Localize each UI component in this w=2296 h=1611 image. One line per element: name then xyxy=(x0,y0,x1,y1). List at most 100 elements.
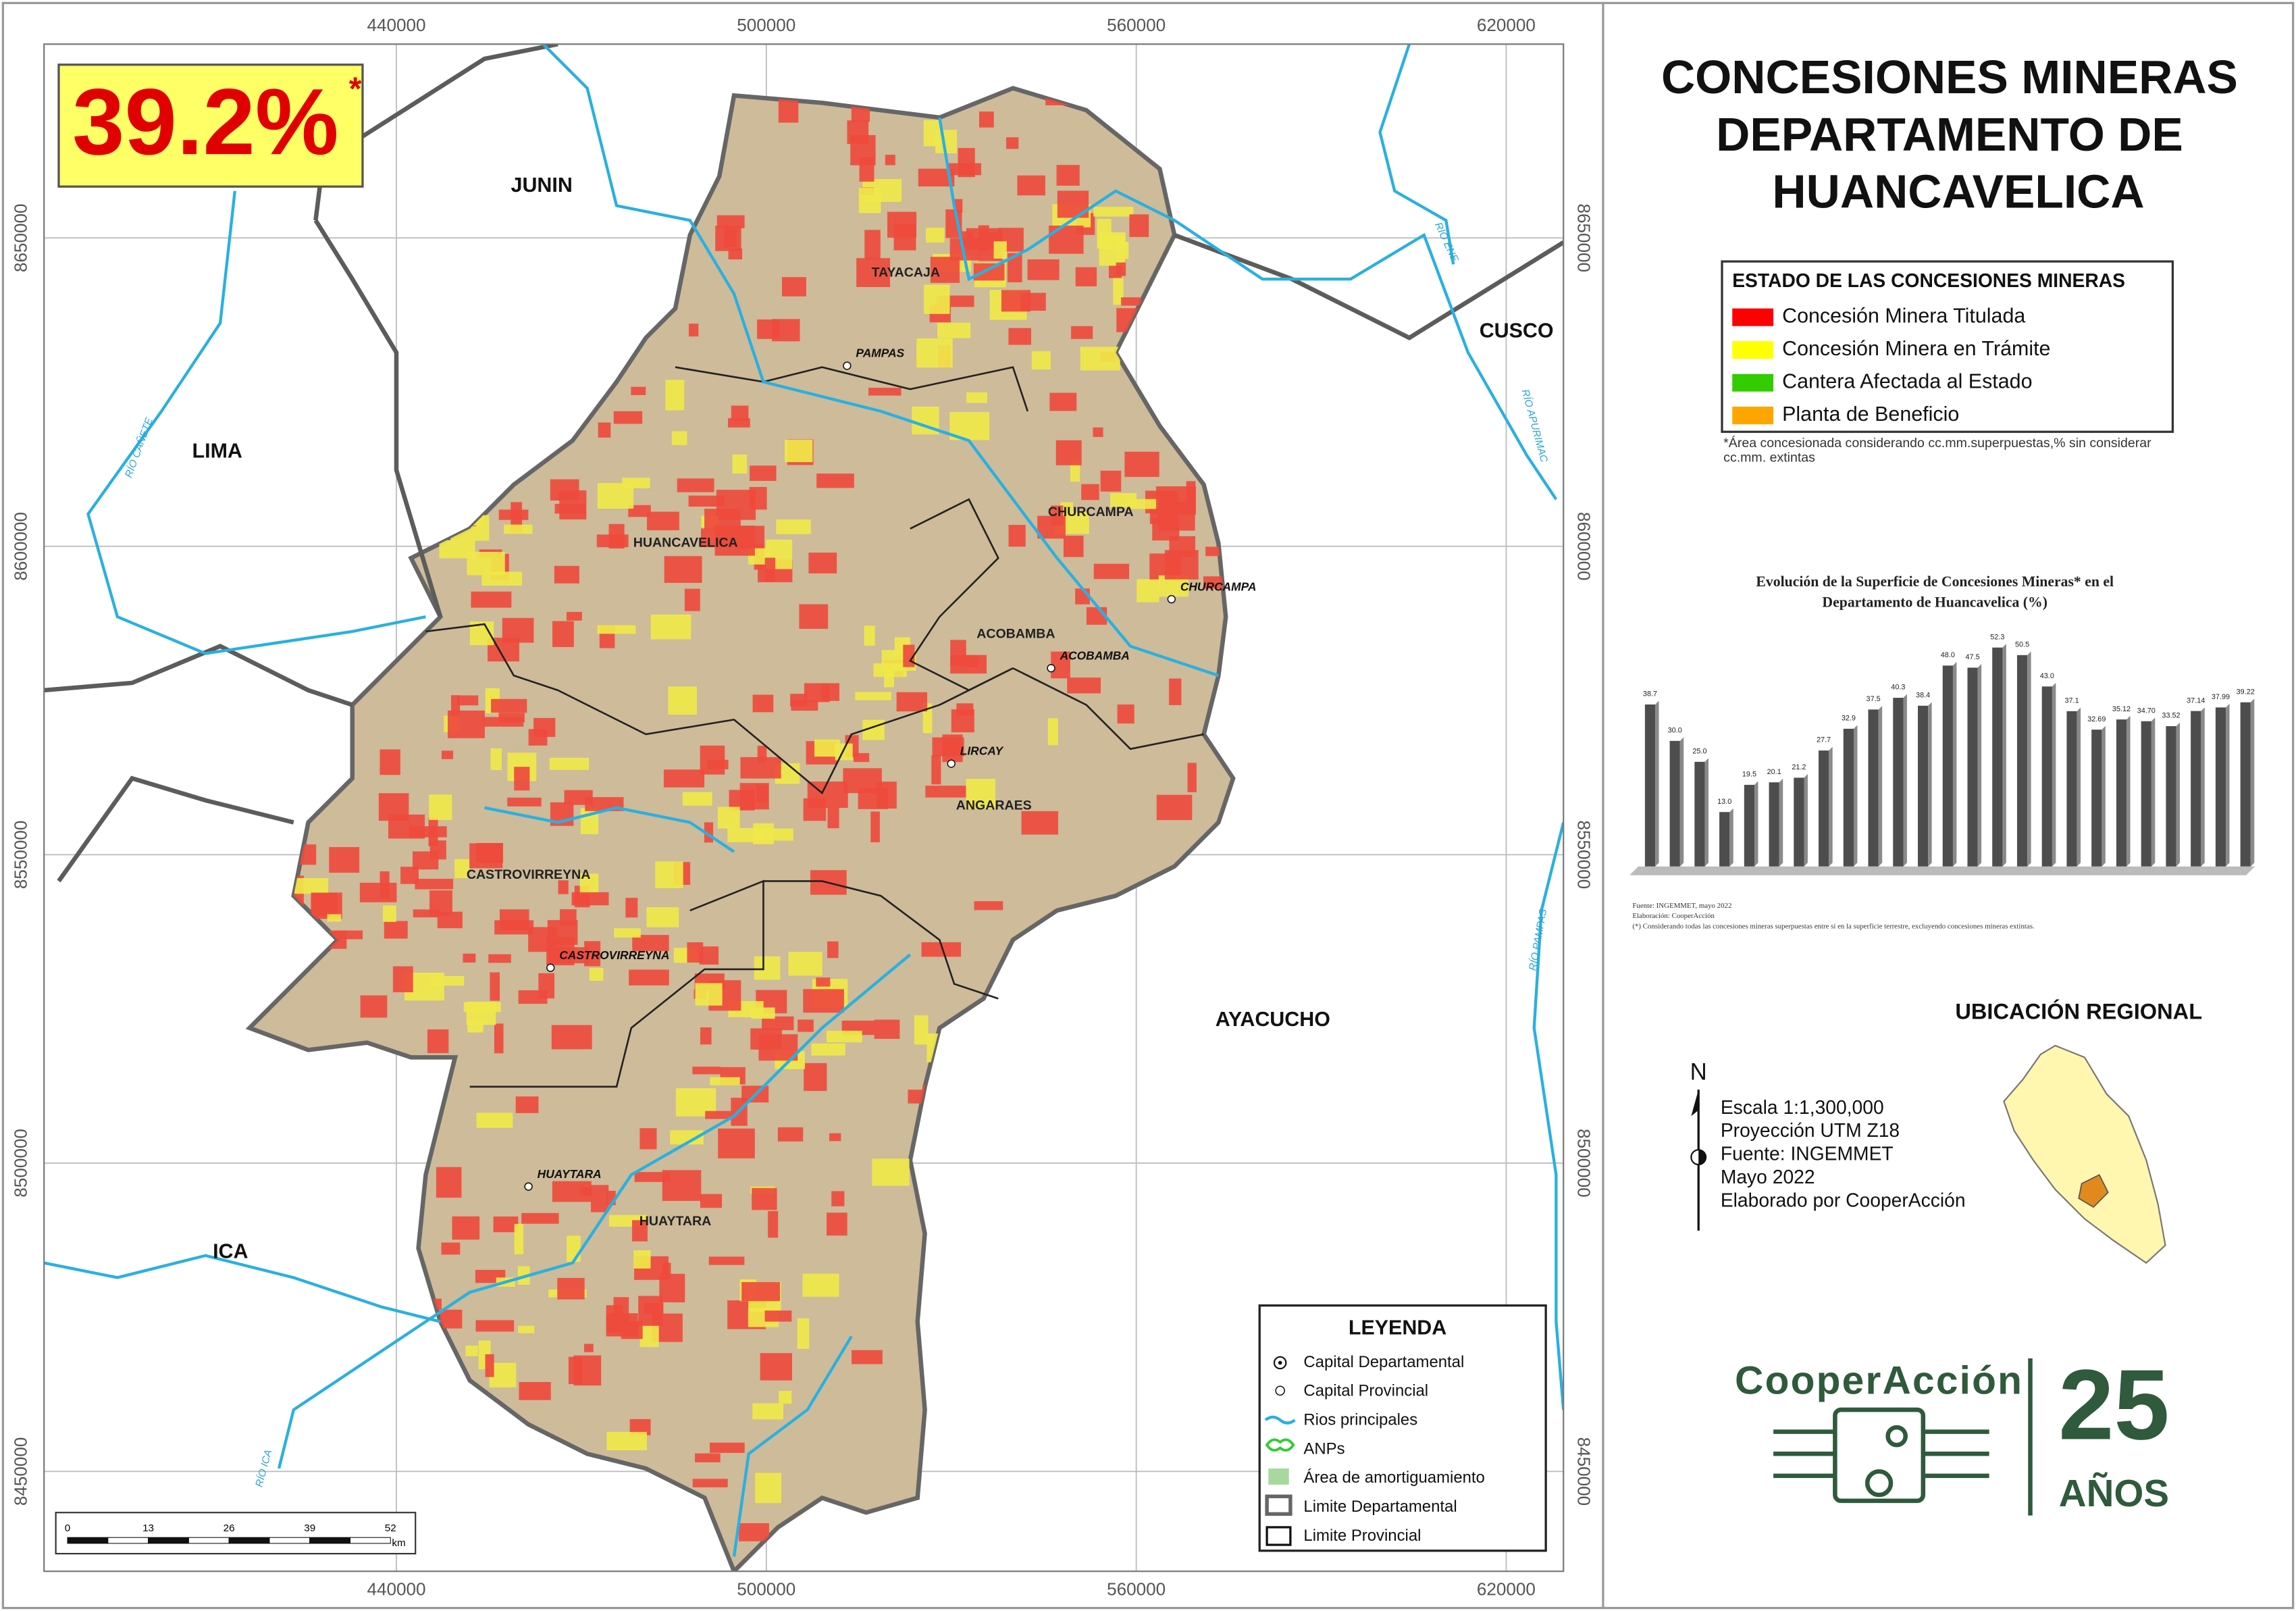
bar-value-label: 37.5 xyxy=(1867,695,1881,703)
concession-patch xyxy=(1007,253,1022,282)
capital-marker xyxy=(843,361,852,370)
map-legend-title: LEYENDA xyxy=(1349,1316,1446,1339)
region-label: AYACUCHO xyxy=(1216,1008,1330,1031)
concession-patch xyxy=(334,930,363,940)
scale-segment xyxy=(269,1537,311,1544)
concession-patch xyxy=(476,1113,513,1128)
y-tick-label: 8550000 xyxy=(10,821,30,890)
bar-value-label: 37.99 xyxy=(2212,693,2230,701)
capital-label: CHURCAMPA xyxy=(1180,580,1257,593)
concession-patch xyxy=(700,1027,712,1045)
concession-patch xyxy=(567,1235,581,1262)
concession-patch xyxy=(441,1242,461,1255)
concession-patch xyxy=(554,503,586,514)
y-tick-label: 8500000 xyxy=(1574,1129,1594,1198)
province-boundary xyxy=(763,880,999,1000)
concession-patch xyxy=(872,1158,910,1186)
concession-patch xyxy=(413,909,440,918)
concession-patch xyxy=(764,557,776,582)
concession-patch xyxy=(802,1273,839,1297)
logo-years-label: AÑOS xyxy=(2059,1472,2169,1514)
chart-source: Fuente: INGEMMET, mayo 2022 xyxy=(1632,902,1731,910)
bar-value-label: 48.0 xyxy=(1941,651,1955,659)
bar-value-label: 34.70 xyxy=(2137,707,2156,715)
concession-patch xyxy=(803,798,827,821)
concession-patch xyxy=(580,1187,592,1196)
concession-patch xyxy=(378,793,409,821)
concession-patch xyxy=(758,1034,798,1061)
bar-side xyxy=(2176,722,2181,867)
y-tick-label: 8600000 xyxy=(10,512,30,581)
regional-boundaries xyxy=(44,44,1564,883)
concession-patch xyxy=(827,941,839,958)
north-arrow xyxy=(1690,1090,1707,1231)
bar-side xyxy=(2127,715,2131,867)
river xyxy=(484,806,735,853)
province-boundary xyxy=(425,623,1014,795)
concession-patch xyxy=(847,120,869,145)
percentage-badge xyxy=(57,63,364,188)
concession-patch xyxy=(625,898,638,918)
concession-patch xyxy=(858,187,881,213)
north-arrow-head xyxy=(1691,1090,1699,1117)
bar-side xyxy=(1779,778,1783,867)
symbol-dept-limit xyxy=(1265,1494,1293,1516)
concession-patch xyxy=(973,263,1005,281)
legend-swatch xyxy=(1732,374,1774,392)
concession-patch xyxy=(966,779,996,809)
concession-patch xyxy=(1051,651,1070,679)
bar xyxy=(1893,698,1904,867)
river xyxy=(277,953,912,1469)
bar-value-label: 35.12 xyxy=(2112,705,2131,713)
concession-patch xyxy=(498,509,529,520)
concession-patch xyxy=(550,479,579,501)
concession-patch xyxy=(1121,297,1141,306)
bar-value-label: 30.0 xyxy=(1668,727,1682,735)
river xyxy=(542,44,1220,677)
concession-patch xyxy=(597,625,636,634)
concession-patch xyxy=(502,617,534,643)
province-boundary xyxy=(1012,667,1204,750)
location-title: UBICACIÓN REGIONAL xyxy=(1955,999,2202,1024)
concession-patch xyxy=(590,1185,609,1212)
bar xyxy=(2091,730,2102,867)
bar-side xyxy=(1829,746,1833,867)
bar-value-label: 50.5 xyxy=(2015,640,2029,648)
bar-value-label: 27.7 xyxy=(1817,736,1831,744)
bar-side xyxy=(2102,725,2106,867)
concession-patch xyxy=(728,248,743,260)
concession-patch xyxy=(664,556,702,583)
concession-patch xyxy=(440,1309,463,1329)
concession-patch xyxy=(490,748,502,771)
bar-value-label: 20.1 xyxy=(1767,768,1781,776)
map-legend xyxy=(1258,1304,1547,1552)
logo-stamp-circle xyxy=(1864,1469,1894,1498)
concession-patch xyxy=(931,755,941,785)
concession-patch xyxy=(548,948,567,961)
concession-patch xyxy=(785,440,813,463)
concession-patch xyxy=(777,1127,804,1142)
concession-patch xyxy=(647,511,679,531)
scale-box xyxy=(55,1512,417,1555)
x-tick-label: 440000 xyxy=(367,15,425,35)
concession-patch xyxy=(392,966,413,993)
bar-value-label: 32.9 xyxy=(1842,715,1856,723)
bar-value-label: 38.7 xyxy=(1643,690,1657,698)
province-label: ANGARAES xyxy=(956,798,1032,813)
concession-patch xyxy=(756,784,768,802)
concession-patch xyxy=(1124,451,1159,478)
concession-patch xyxy=(659,1273,685,1303)
concession-patch xyxy=(750,465,777,481)
concession-patch xyxy=(549,757,590,770)
concession-patch xyxy=(504,524,533,534)
bar-side xyxy=(1729,808,1733,867)
concession-patch xyxy=(457,695,479,706)
bar-side xyxy=(1679,737,1684,867)
title-line: CONCESIONES MINERAS xyxy=(1661,51,2238,103)
bar-side xyxy=(1704,758,1708,867)
logo-stamp-sun xyxy=(1885,1425,1908,1448)
concession-patch xyxy=(1063,536,1084,557)
concession-patch xyxy=(1081,484,1099,501)
concession-patch xyxy=(629,1418,651,1435)
